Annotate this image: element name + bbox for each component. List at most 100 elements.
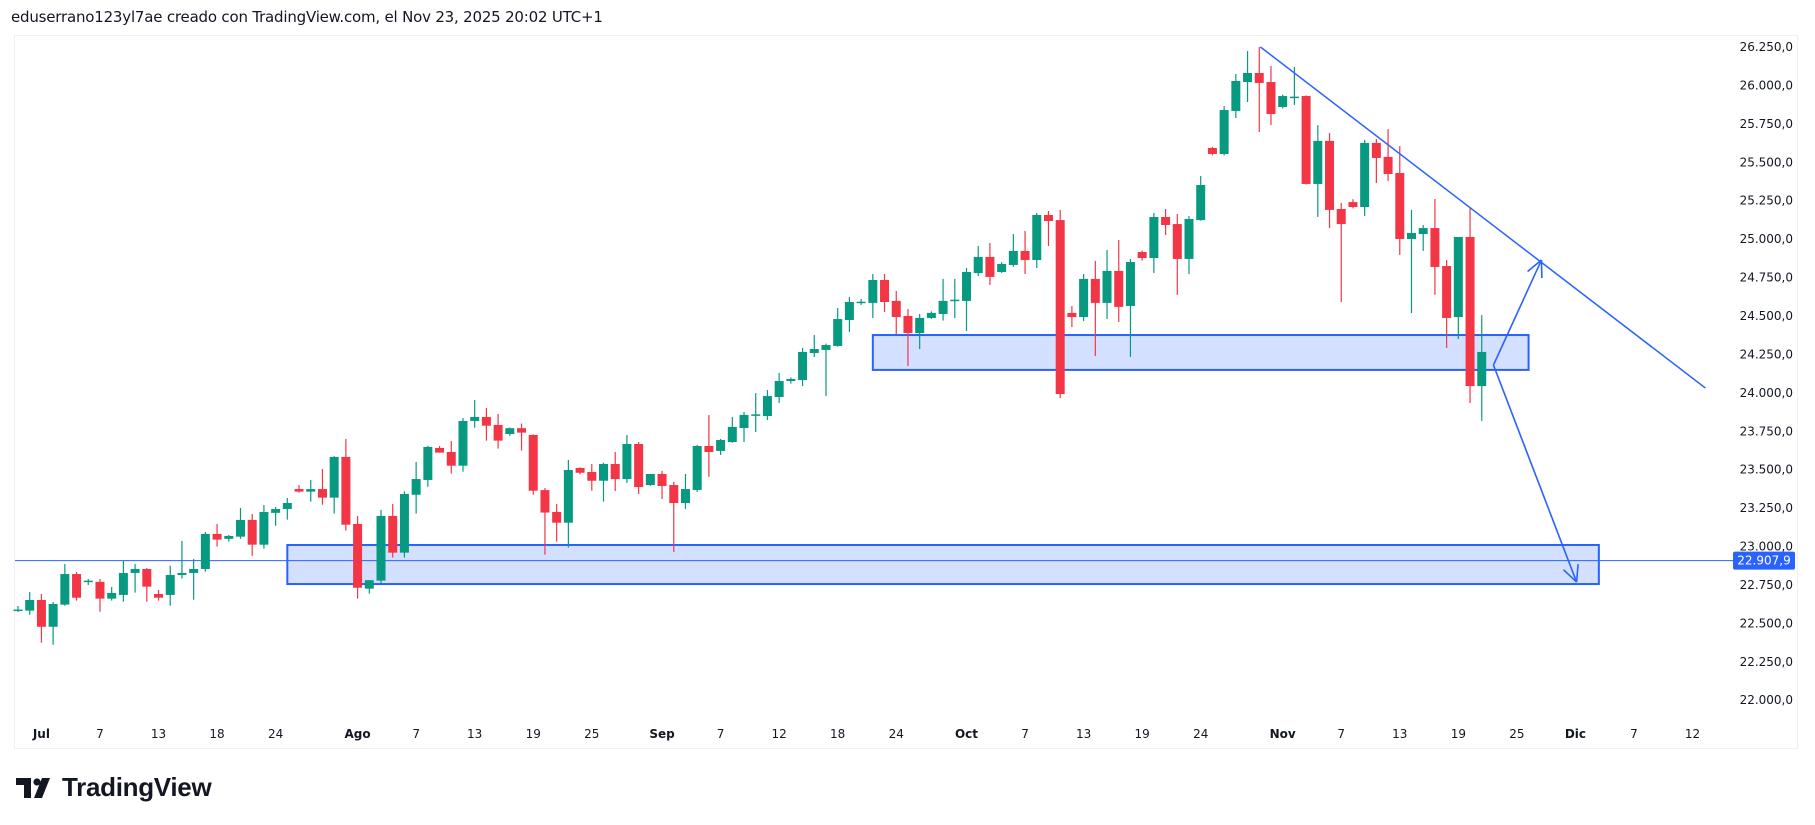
price-tick-label: 24.500,0 — [1740, 309, 1793, 323]
chart-attribution-header: eduserrano123yl7ae creado con TradingVie… — [11, 8, 603, 26]
candle-body-up — [915, 317, 925, 334]
candle — [1254, 47, 1264, 132]
support-zone-box[interactable] — [871, 334, 1530, 371]
candle-body-up — [423, 446, 433, 480]
candle-body-down — [1161, 216, 1171, 225]
candle — [271, 507, 281, 526]
candle — [891, 290, 901, 334]
price-tick-label: 26.250,0 — [1740, 40, 1793, 54]
candle — [950, 278, 960, 318]
arrow-drawing[interactable] — [1492, 259, 1543, 366]
candle-body-up — [973, 256, 983, 274]
arrow-line — [1492, 364, 1578, 583]
candle-body-up — [716, 440, 726, 451]
candle-body-down — [985, 256, 995, 277]
candle-body-up — [282, 503, 292, 510]
candle — [493, 414, 503, 449]
candle-body-up — [938, 300, 948, 314]
candle — [505, 427, 515, 436]
arrow-drawing[interactable] — [1492, 364, 1579, 583]
candle — [926, 311, 936, 320]
candle-body-down — [1465, 236, 1475, 387]
candle-body-up — [107, 592, 117, 599]
candle-body-up — [821, 345, 831, 350]
candle — [856, 298, 866, 305]
zones-layer — [286, 334, 1600, 586]
candle — [1207, 146, 1217, 156]
candle — [540, 488, 550, 555]
candle-body-down — [540, 490, 550, 513]
candle — [423, 445, 433, 487]
drawings-layer — [1259, 46, 1706, 583]
candle-body-up — [177, 572, 187, 575]
candle — [435, 446, 445, 453]
candle-body-down — [1055, 220, 1065, 395]
candle-body-down — [1172, 224, 1182, 259]
time-tick-label: 13 — [1076, 727, 1091, 741]
candle — [317, 469, 327, 505]
tradingview-logo[interactable]: TradingView — [16, 772, 212, 803]
candle — [247, 513, 257, 556]
candle-body-down — [1114, 270, 1124, 307]
candle — [1477, 315, 1487, 421]
candle — [844, 296, 854, 332]
arrow-line — [1492, 259, 1543, 366]
candle — [306, 479, 316, 502]
price-tick-label: 26.000,0 — [1740, 78, 1793, 92]
time-tick-label: 18 — [830, 727, 845, 741]
candle — [189, 558, 199, 600]
candle-body-down — [552, 511, 562, 523]
time-tick-label: 24 — [268, 727, 283, 741]
candle-body-up — [962, 272, 972, 301]
candle-body-up — [739, 414, 749, 429]
candle — [915, 313, 925, 350]
candle-body-up — [505, 428, 515, 435]
candle — [798, 347, 808, 387]
candle — [1020, 230, 1030, 275]
candle-body-down — [493, 424, 503, 441]
candle-body-up — [844, 301, 854, 320]
time-tick-label: 7 — [412, 727, 420, 741]
candle — [669, 481, 679, 553]
candle — [154, 590, 164, 601]
candle-body-up — [470, 416, 480, 421]
candle — [1430, 199, 1440, 295]
candle — [364, 580, 374, 594]
candle — [470, 400, 480, 428]
price-tick-label: 22.000,0 — [1740, 693, 1793, 707]
candle — [458, 418, 468, 472]
candle — [563, 459, 573, 548]
candle — [446, 440, 456, 474]
candle-body-up — [798, 351, 808, 381]
candle — [1325, 133, 1335, 229]
support-zone-box[interactable] — [286, 543, 1600, 586]
candle-body-up — [1184, 218, 1194, 259]
candle — [821, 343, 831, 397]
candle — [107, 586, 117, 601]
candle-body-down — [1254, 72, 1264, 83]
trend-line[interactable] — [1259, 46, 1706, 389]
candle-body-up — [833, 319, 843, 346]
candle — [1125, 258, 1135, 358]
candle — [868, 274, 878, 318]
candle — [1395, 145, 1405, 255]
candle — [762, 390, 772, 421]
candle-body-up — [271, 509, 281, 513]
candle-body-up — [1406, 232, 1416, 239]
candle-body-down — [435, 448, 445, 453]
candle — [1055, 209, 1065, 399]
candle-body-up — [83, 580, 93, 583]
time-tick-label: Oct — [955, 727, 978, 741]
candle — [235, 507, 245, 539]
candle-body-down — [575, 467, 585, 473]
candle — [282, 497, 292, 520]
price-badge-label: 22.907,9 — [1737, 554, 1790, 568]
candle-body-down — [1336, 208, 1346, 225]
candle-body-up — [165, 574, 175, 595]
candle-body-up — [868, 280, 878, 303]
time-tick-label: 24 — [1193, 727, 1208, 741]
candle-body-up — [376, 515, 386, 581]
candle-body-down — [154, 594, 164, 598]
price-badge-background — [1733, 551, 1795, 570]
